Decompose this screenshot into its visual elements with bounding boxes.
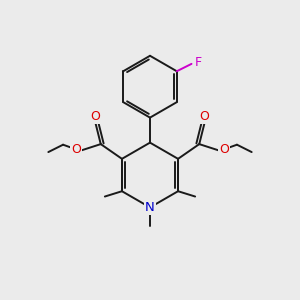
Text: O: O [91,110,100,123]
Text: O: O [219,142,229,156]
Text: N: N [145,201,155,214]
Text: O: O [200,110,209,123]
Text: O: O [71,142,81,156]
Text: F: F [194,56,202,69]
